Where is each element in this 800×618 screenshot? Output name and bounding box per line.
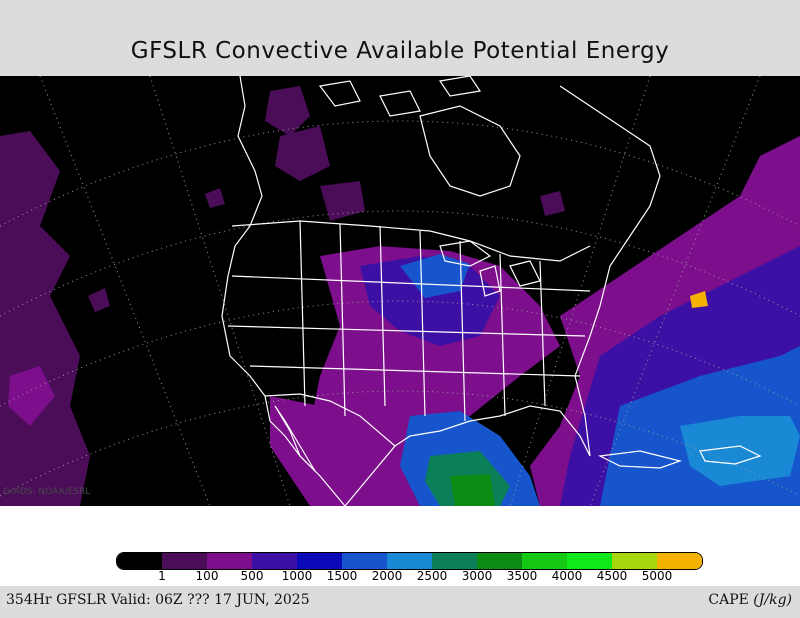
state-line-h1 [231, 275, 591, 292]
legend-swatch-3 [252, 553, 297, 569]
legend-label-5: 2000 [371, 569, 403, 583]
legend-label-1: 100 [195, 569, 219, 583]
island-arctic-2 [379, 90, 421, 117]
legend-label-10: 4500 [596, 569, 628, 583]
state-line-3 [379, 225, 386, 407]
graticule-lon-4 [589, 76, 761, 506]
graticule-lon-1 [39, 76, 211, 506]
island-arctic-1 [318, 80, 361, 107]
legend-swatch-6 [387, 553, 432, 569]
legend-swatch-1 [162, 553, 207, 569]
legend-swatch-12 [657, 553, 702, 569]
legend-labels: 1 100 500 1000 1500 2000 2500 3000 3500 4000 4500 5… [0, 569, 800, 585]
cape-region-pacific-moderate [8, 366, 55, 426]
watermark: GrADS: NOAA/ESRL [3, 487, 91, 497]
legend-swatch-4 [297, 553, 342, 569]
chart-title: GFSLR Convective Available Potential Ene… [130, 38, 670, 64]
cape-region-quebec [540, 191, 565, 216]
graticule [0, 76, 800, 506]
legend-label-4: 1500 [326, 569, 358, 583]
units-value: (J/kg) [753, 592, 792, 608]
border-us-canada [231, 220, 591, 262]
state-line-1 [299, 220, 306, 407]
cape-region-upper-midwest [400, 254, 470, 298]
coastline-gulf [344, 405, 591, 506]
border-us-mexico [264, 393, 396, 447]
cape-region-west-blob [88, 288, 110, 312]
cape-region-north-4 [205, 188, 225, 208]
state-line-5 [459, 240, 466, 422]
island-arctic-3 [438, 76, 482, 97]
title-bar [0, 0, 800, 76]
legend-swatch-7 [432, 553, 477, 569]
cape-region-north-3 [320, 181, 365, 221]
legend-swatch-2 [207, 553, 252, 569]
legend-label-2: 500 [240, 569, 264, 583]
lake-michigan [479, 265, 501, 297]
island-hispaniola [699, 445, 762, 465]
graticule-lon-2 [149, 76, 291, 506]
units-label: CAPE (J/kg) [708, 592, 792, 608]
legend-label-3: 1000 [281, 569, 313, 583]
cape-region-north-1 [265, 86, 310, 136]
coastline-baja [274, 405, 316, 472]
valid-time: 354Hr GFSLR Valid: 06Z ??? 17 JUN, 2025 [6, 592, 310, 608]
legend-swatch-11 [612, 553, 657, 569]
cape-region-gulf-peak [450, 474, 495, 506]
state-line-h3 [249, 365, 581, 377]
cape-map [0, 76, 800, 506]
legend-label-11: 5000 [641, 569, 673, 583]
cape-region-peak-marker [690, 291, 708, 308]
lake-superior [439, 240, 492, 267]
units-name: CAPE [708, 592, 749, 608]
state-line-h2 [227, 325, 586, 337]
coastline-west [221, 76, 346, 506]
map-canvas [0, 76, 800, 506]
legend-label-9: 4000 [551, 569, 583, 583]
state-line-6 [499, 253, 506, 417]
legend-label-6: 2500 [416, 569, 448, 583]
legend-swatch-10 [567, 553, 612, 569]
island-cuba [597, 450, 683, 469]
legend-label-8: 3500 [506, 569, 538, 583]
state-line-4 [419, 230, 426, 417]
cape-region-north-2 [275, 126, 330, 181]
legend-swatch-8 [477, 553, 522, 569]
cape-field [0, 86, 800, 506]
cape-region-midwest [360, 256, 500, 346]
legend-label-0: 1 [158, 569, 166, 583]
graticule-lon-3 [509, 76, 651, 506]
state-line-7 [539, 260, 546, 407]
coastline-hudson-bay [419, 105, 521, 197]
footer-bar [0, 586, 800, 618]
color-legend [116, 552, 703, 570]
boundaries [221, 76, 762, 506]
legend-swatch-5 [342, 553, 387, 569]
cape-region-caribbean-high [680, 416, 800, 486]
legend-swatch-0 [117, 553, 162, 569]
legend-label-7: 3000 [461, 569, 493, 583]
lake-huron [509, 260, 541, 287]
state-line-2 [339, 223, 346, 417]
legend-swatch-9 [522, 553, 567, 569]
